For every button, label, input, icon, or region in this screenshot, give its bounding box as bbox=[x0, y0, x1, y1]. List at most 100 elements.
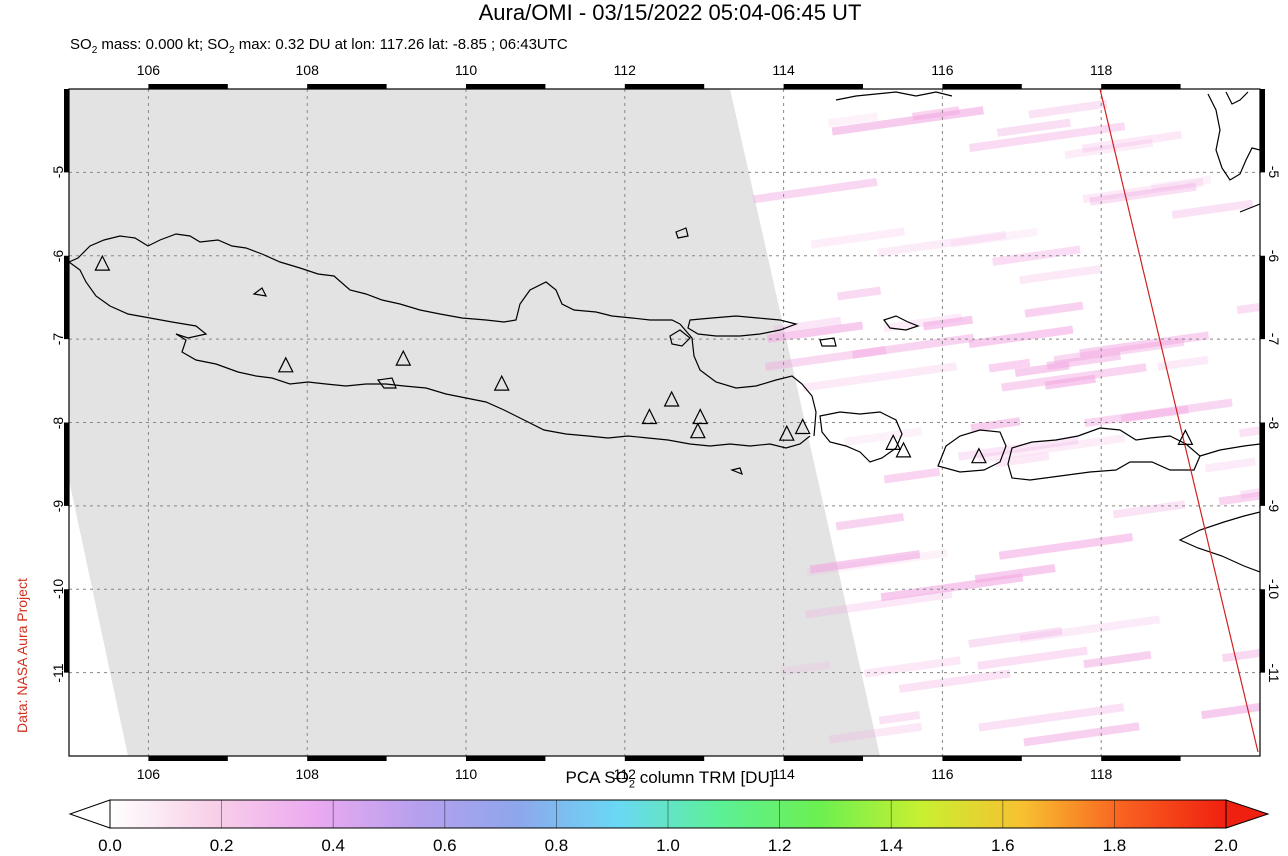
lat-tick-label: -10 bbox=[1266, 579, 1282, 600]
so2-pixel bbox=[968, 626, 1063, 648]
volcano-icon bbox=[885, 434, 902, 450]
so2-pixel bbox=[877, 230, 1007, 257]
so2-pixel bbox=[1028, 99, 1108, 119]
so2-pixel bbox=[1204, 457, 1256, 473]
chart-title: Aura/OMI - 03/15/2022 05:04-06:45 UT bbox=[478, 0, 862, 25]
volcano-markers bbox=[94, 254, 1194, 464]
lat-tick-label: -5 bbox=[50, 166, 66, 179]
so2-pixel bbox=[1023, 722, 1140, 747]
so2-pixel bbox=[1171, 199, 1254, 219]
coast-lombok bbox=[937, 429, 1007, 473]
lon-tick-label: 116 bbox=[931, 766, 954, 782]
coast-java-south bbox=[175, 333, 811, 449]
lon-tick-label: 118 bbox=[1090, 62, 1113, 78]
colorbar-tick-label: 1.8 bbox=[1102, 836, 1127, 855]
so2-pixel bbox=[898, 669, 1011, 693]
volcano-icon bbox=[794, 418, 811, 435]
colorbar-tick-label: 0.2 bbox=[209, 836, 234, 855]
so2-pixel bbox=[1112, 500, 1186, 519]
lon-tick-label: 106 bbox=[136, 62, 161, 78]
so2-pixel bbox=[950, 228, 1038, 249]
so2-pixel bbox=[836, 286, 882, 301]
no-data-region bbox=[69, 89, 880, 756]
colorbar-max-arrow bbox=[1225, 799, 1270, 829]
lat-tick-label: -8 bbox=[50, 416, 66, 429]
so2-pixel bbox=[970, 417, 1021, 433]
so2-pixel bbox=[780, 660, 831, 676]
lat-tick-label: -10 bbox=[50, 579, 66, 600]
lon-tick-label: 108 bbox=[295, 62, 319, 78]
volcano-icon bbox=[689, 422, 706, 439]
coast-island-f bbox=[730, 467, 743, 476]
so2-pixel bbox=[1120, 405, 1189, 423]
frame-segment bbox=[1260, 89, 1265, 173]
frame-segment bbox=[783, 84, 863, 89]
frame-segment bbox=[148, 84, 228, 89]
frame-segment bbox=[783, 756, 863, 761]
so2-pixel bbox=[1238, 423, 1260, 438]
coast-sumatra bbox=[69, 233, 681, 325]
so2-pixel bbox=[1201, 699, 1260, 720]
coast-island-b bbox=[883, 315, 920, 331]
colorbar-tick-label: 1.6 bbox=[990, 836, 1015, 855]
frame-segment bbox=[1260, 422, 1265, 506]
coast-sumbawa bbox=[1007, 427, 1201, 481]
so2-pixel bbox=[1084, 398, 1233, 428]
coast-borneo bbox=[835, 91, 953, 101]
so2-pixel bbox=[810, 227, 905, 249]
so2-pixel bbox=[1001, 363, 1147, 392]
so2-pixel bbox=[805, 590, 953, 619]
so2-pixel bbox=[1019, 265, 1101, 285]
lat-tick-label: -9 bbox=[1266, 499, 1282, 513]
lon-tick-label: 114 bbox=[772, 62, 795, 78]
so2-pixel bbox=[996, 118, 1071, 137]
map-frame bbox=[64, 84, 1265, 761]
lon-tick-label: 112 bbox=[613, 62, 636, 78]
so2-pixel bbox=[883, 313, 963, 333]
frame-segment bbox=[1260, 255, 1265, 340]
lon-tick-label: 110 bbox=[454, 766, 478, 782]
volcano-icon bbox=[395, 349, 412, 366]
so2-pixel bbox=[809, 550, 921, 574]
lon-tick-label: 106 bbox=[136, 766, 161, 782]
so2-pixel bbox=[851, 333, 975, 359]
so2-pixel bbox=[802, 362, 958, 392]
frame-segment bbox=[624, 84, 705, 89]
lon-tick-label: 116 bbox=[931, 62, 954, 78]
volcano-icon bbox=[895, 441, 912, 458]
coast-bali bbox=[819, 411, 903, 463]
colorbar-min-arrow bbox=[68, 799, 111, 829]
so2-pixel bbox=[968, 122, 1126, 152]
so2-pixel bbox=[766, 321, 864, 343]
frame-segment bbox=[1260, 589, 1265, 673]
lat-tick-label: -9 bbox=[50, 499, 66, 513]
frame-segment bbox=[624, 756, 705, 761]
so2-pixel bbox=[978, 703, 1125, 732]
lat-tick-label: -11 bbox=[50, 663, 66, 683]
so2-pixel bbox=[911, 106, 960, 121]
frame-segment bbox=[466, 756, 546, 761]
so2-pixel bbox=[968, 325, 1074, 349]
colorbar-tick-label: 1.2 bbox=[767, 836, 792, 855]
so2-pixel bbox=[828, 722, 923, 744]
lat-tick-label: -7 bbox=[1266, 332, 1282, 346]
so2-pixel bbox=[988, 358, 1031, 373]
so2-pixel bbox=[1082, 178, 1204, 204]
frame-segment bbox=[942, 84, 1022, 89]
colorbar-tick-label: 0.8 bbox=[544, 836, 569, 855]
coast-sulawesi-tip bbox=[1225, 91, 1249, 105]
colorbar-tick-label: 0.4 bbox=[321, 836, 346, 855]
lon-tick-label: 114 bbox=[772, 766, 795, 782]
so2-pixel bbox=[1151, 175, 1212, 192]
so2-pixel bbox=[827, 112, 879, 128]
so2-pixel bbox=[922, 315, 974, 331]
colorbar-title: PCA SO2 column TRM [DU] bbox=[565, 768, 775, 791]
lat-tick-label: -8 bbox=[1266, 416, 1282, 429]
lat-tick-label: -6 bbox=[1266, 249, 1282, 262]
volcano-icon bbox=[692, 408, 709, 425]
frame-segment bbox=[1101, 756, 1181, 761]
lat-tick-label: -6 bbox=[50, 249, 66, 262]
lat-tick-label: -11 bbox=[1266, 663, 1282, 683]
so2-pixel bbox=[974, 564, 1056, 584]
lon-tick-label: 110 bbox=[454, 62, 478, 78]
